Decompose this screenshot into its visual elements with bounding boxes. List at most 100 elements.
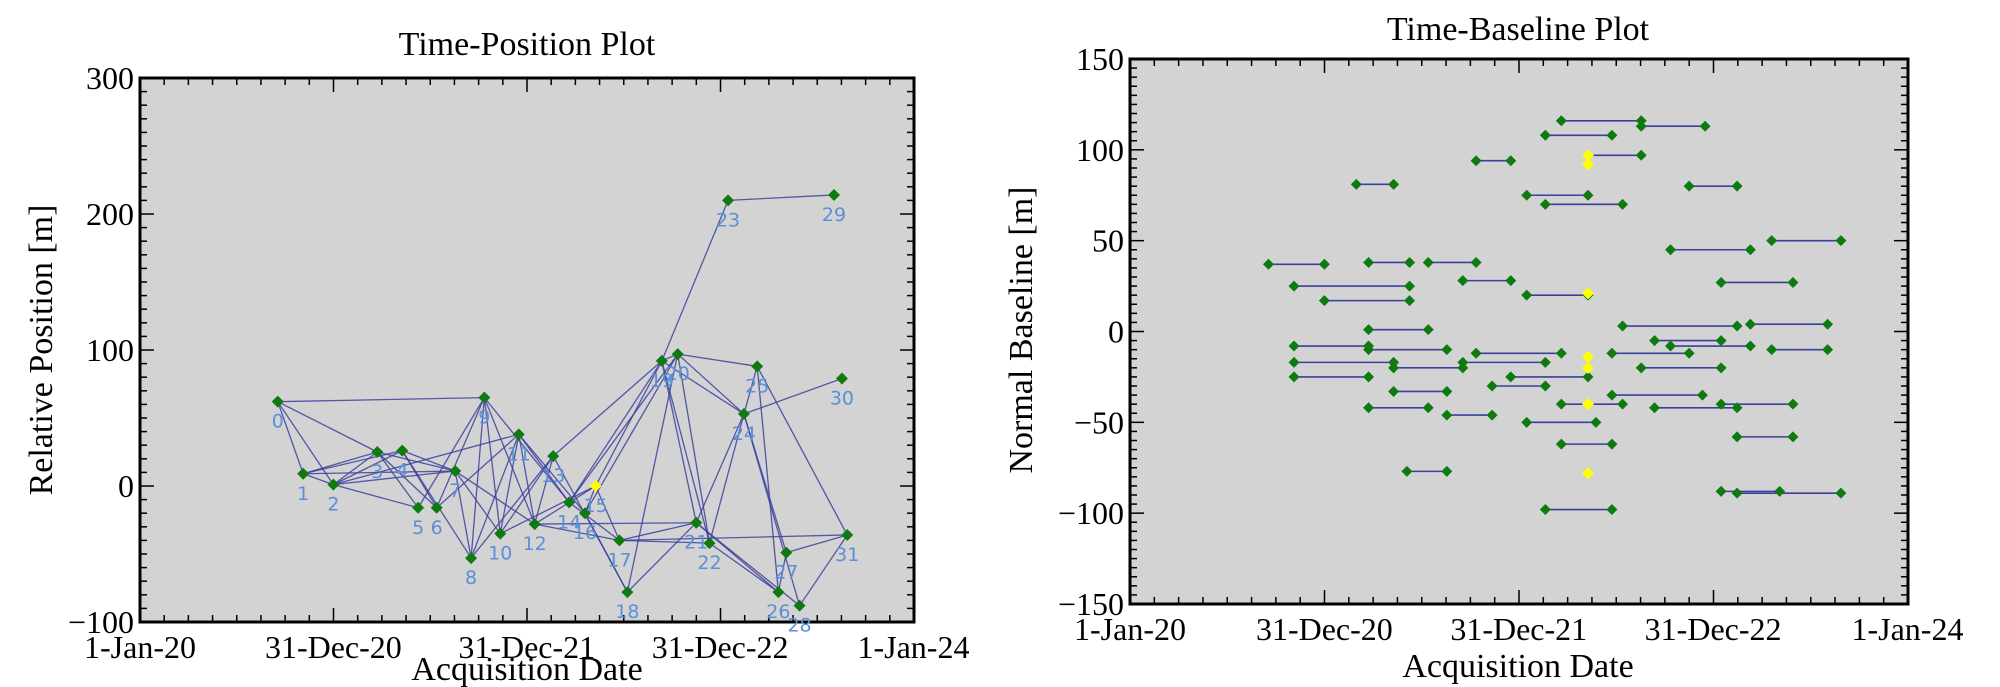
baseline-marker: [1835, 235, 1847, 247]
baseline-marker: [1288, 280, 1300, 292]
reference-baseline-marker: [1581, 158, 1594, 171]
interferogram-edge: [302, 473, 334, 486]
time-baseline-x-tick-label: 31-Dec-20: [1256, 611, 1393, 647]
interferogram-edge: [302, 451, 378, 475]
baseline-marker: [1635, 149, 1647, 161]
time-baseline-y-tick-label: 50: [1092, 223, 1124, 259]
acquisition-label: 6: [431, 517, 443, 539]
time-position-ticks: 1-Jan-20 31-Dec-20 31-Dec-21 31-Dec-22 1-Jan…: [68, 60, 970, 665]
time-position-y-tick-label: −100: [68, 604, 134, 640]
interferogram-edge: [743, 413, 801, 606]
baseline-marker: [1582, 189, 1594, 201]
time-position-y-tick-label: 0: [118, 468, 134, 504]
baseline-marker: [1699, 120, 1711, 132]
baseline-marker: [1521, 189, 1533, 201]
interferogram-edge: [661, 360, 745, 415]
interferogram-edge: [436, 397, 485, 509]
interferogram-edge: [677, 353, 758, 367]
acquisition-label: 27: [774, 562, 798, 584]
interferogram-edge: [518, 434, 536, 525]
reference-baseline-marker: [1581, 350, 1594, 363]
acquisition-label: 20: [666, 363, 690, 385]
baseline-marker: [1787, 398, 1799, 410]
interferogram-edge: [709, 542, 779, 593]
time-baseline-y-tick-label: 150: [1076, 41, 1124, 77]
baseline-marker: [1555, 438, 1567, 450]
acquisition-marker: [793, 599, 806, 612]
acquisition-label: 28: [787, 615, 811, 637]
interferogram-edge: [534, 523, 620, 542]
interferogram-edge: [743, 366, 758, 415]
acquisition-label: 26: [766, 601, 790, 623]
reference-acquisition-marker: [589, 480, 602, 492]
baseline-marker: [1505, 371, 1517, 383]
acquisition-label: 5: [412, 517, 424, 539]
baseline-marker: [1606, 438, 1618, 450]
acquisition-label: 10: [488, 543, 512, 565]
interferogram-edge: [584, 512, 628, 593]
acquisition-marker: [449, 465, 462, 478]
baseline-marker: [1715, 362, 1727, 374]
time-position-y-tick-label: 100: [86, 332, 134, 368]
time-baseline-y-tick-label: −150: [1058, 586, 1124, 622]
baseline-marker: [1363, 371, 1375, 383]
interferogram-edge: [552, 360, 663, 457]
baseline-marker: [1441, 409, 1453, 421]
acquisition-label: 11: [507, 443, 531, 465]
interferogram-edge: [277, 401, 334, 486]
time-baseline-ticks: 1-Jan-20 31-Dec-20 31-Dec-21 31-Dec-22 1-Jan…: [1058, 41, 1963, 647]
baseline-marker: [1388, 385, 1400, 397]
interferogram-edge: [534, 485, 596, 525]
interferogram-edge: [728, 194, 835, 202]
baseline-marker: [1731, 180, 1743, 192]
interferogram-edge: [402, 450, 456, 472]
acquisition-label: 30: [830, 388, 854, 410]
baseline-marker: [1787, 276, 1799, 288]
time-baseline-plot-area: [1128, 57, 1910, 606]
acquisition-marker: [563, 496, 576, 509]
baseline-marker: [1822, 318, 1834, 330]
baseline-marker: [1635, 362, 1647, 374]
baseline-marker: [1288, 371, 1300, 383]
interferogram-edge: [499, 485, 596, 535]
time-position-xlabel: Acquisition Date: [411, 651, 642, 687]
baseline-marker: [1787, 431, 1799, 443]
acquisition-label: 21: [684, 532, 708, 554]
time-position-plot-area: [138, 76, 916, 624]
acquisition-marker: [412, 501, 425, 514]
interferogram-edge: [708, 413, 745, 544]
interferogram-edge: [677, 353, 745, 415]
baseline-marker: [1539, 129, 1551, 141]
time-baseline-title: Time-Baseline Plot: [1387, 11, 1650, 48]
baseline-marker: [1318, 258, 1330, 270]
baseline-marker: [1696, 389, 1708, 401]
baseline-marker: [1683, 347, 1695, 359]
acquisition-marker: [465, 552, 478, 565]
time-baseline-y-tick-label: −50: [1074, 404, 1124, 440]
baseline-marker: [1835, 487, 1847, 499]
acquisition-marker: [772, 586, 785, 599]
acquisition-label: 9: [478, 407, 490, 429]
baseline-marker: [1441, 344, 1453, 356]
baseline-marker: [1635, 120, 1647, 132]
baseline-marker: [1715, 335, 1727, 347]
acquisition-label: 1: [297, 483, 309, 505]
baseline-marker: [1539, 380, 1551, 392]
time-baseline-x-tick-label: 31-Dec-22: [1645, 611, 1782, 647]
acquisition-marker: [579, 507, 592, 520]
acquisition-label: 31: [835, 544, 859, 566]
baseline-marker: [1363, 344, 1375, 356]
baseline-marker: [1422, 256, 1434, 268]
acquisition-marker: [703, 537, 716, 550]
acquisition-marker: [430, 501, 443, 514]
time-position-x-tick-label: 1-Jan-20: [84, 629, 196, 665]
acquisition-marker: [671, 348, 684, 361]
interferogram-edge: [333, 450, 403, 486]
acquisition-marker: [613, 534, 626, 547]
acquisition-label: 17: [607, 549, 631, 571]
baseline-marker: [1683, 180, 1695, 192]
acquisition-label: 14: [557, 511, 581, 533]
interferogram-edge: [483, 397, 501, 534]
acquisition-label: 4: [396, 460, 408, 482]
baseline-marker: [1422, 324, 1434, 336]
